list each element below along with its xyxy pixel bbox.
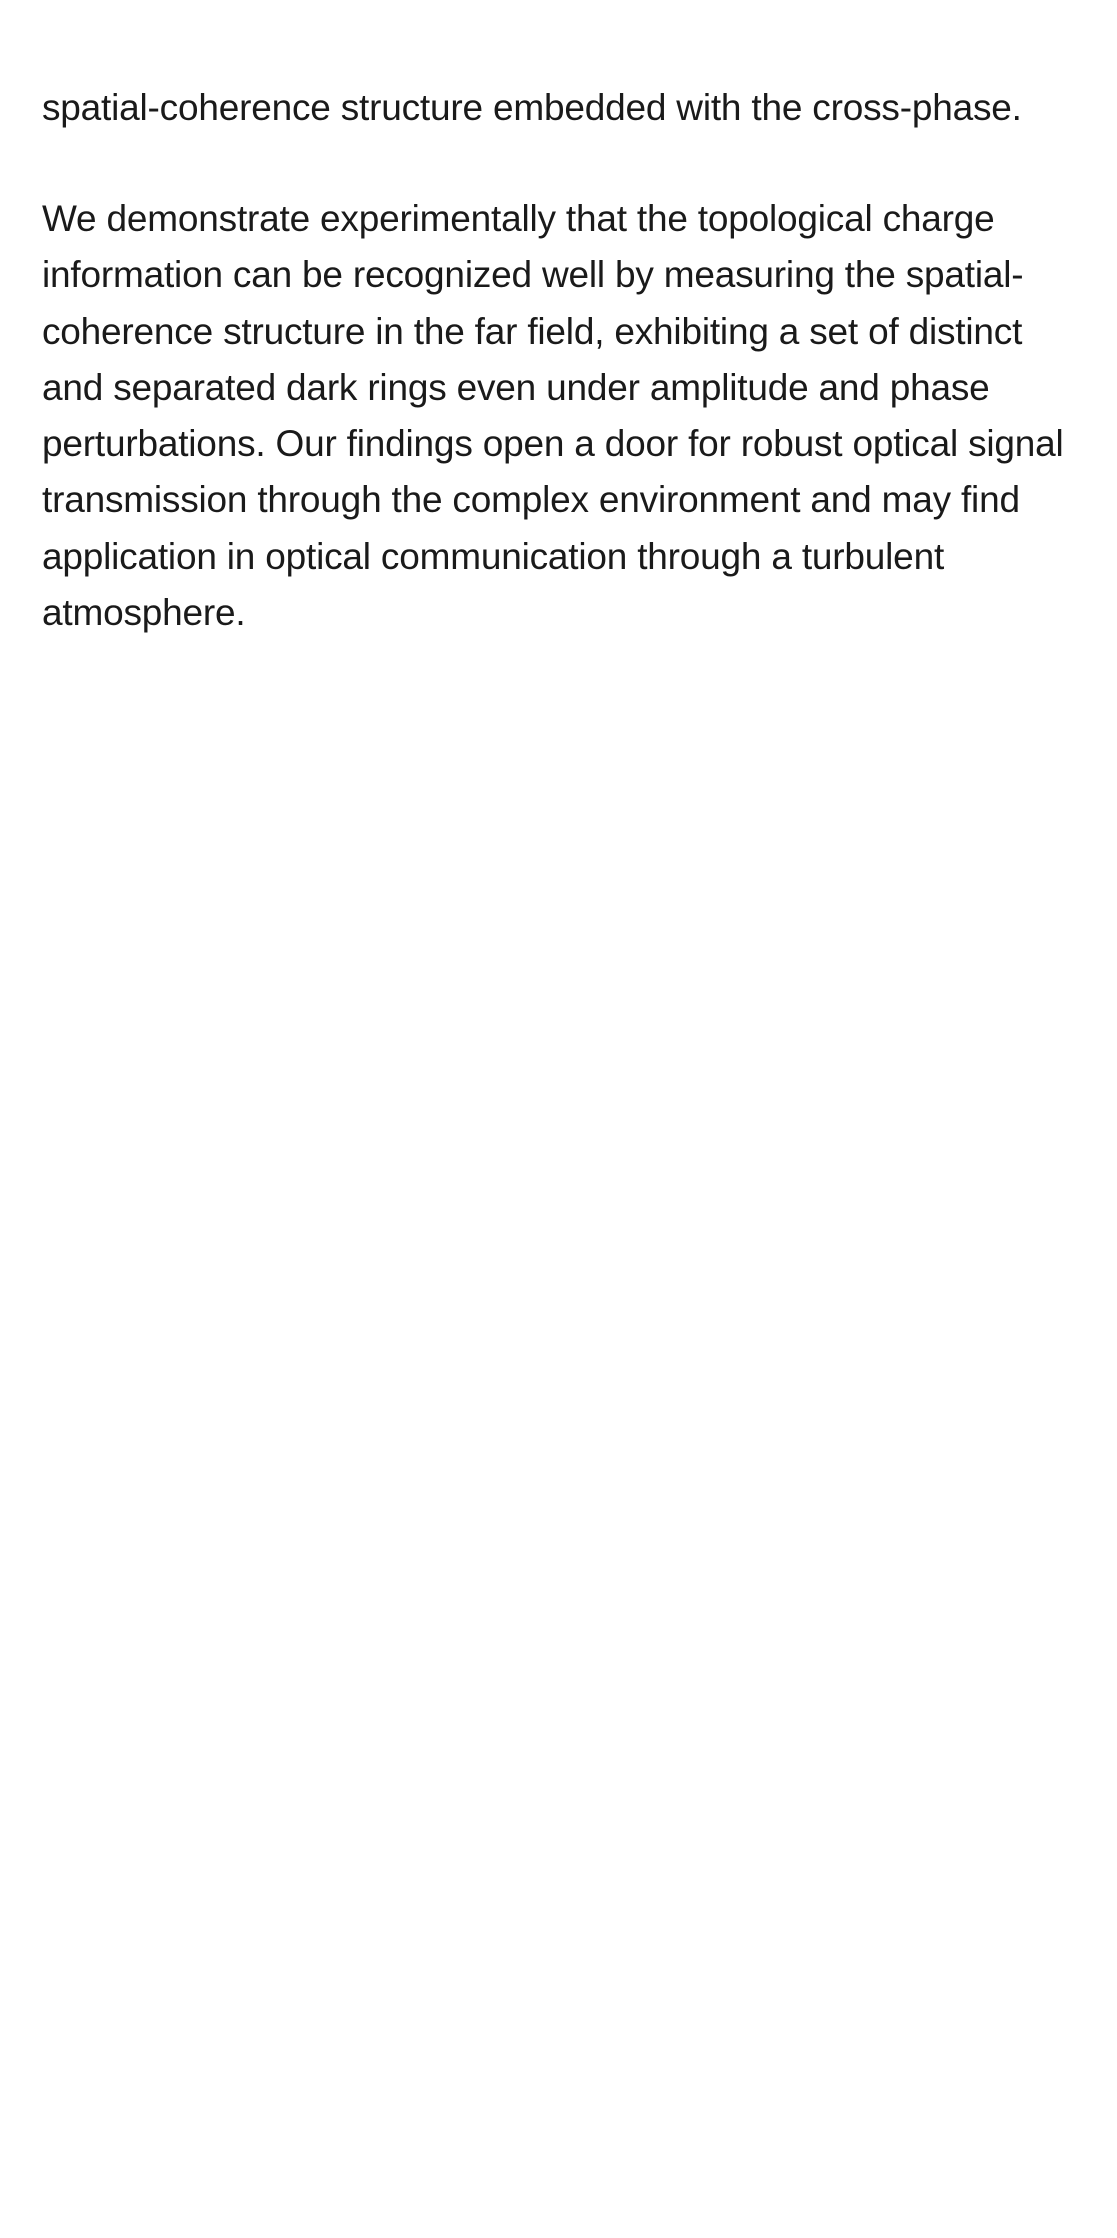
- body-paragraph: We demonstrate experimentally that the t…: [42, 191, 1077, 641]
- body-paragraph: spatial-coherence structure embedded wit…: [42, 80, 1077, 136]
